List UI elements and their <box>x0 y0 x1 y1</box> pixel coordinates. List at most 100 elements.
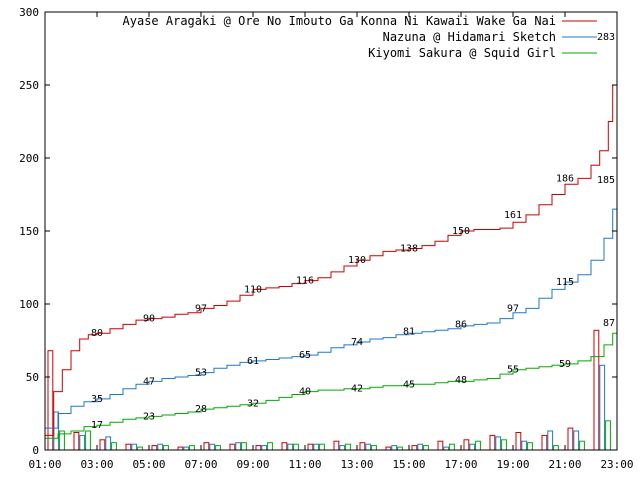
hourly-bar <box>267 442 273 451</box>
data-label: 53 <box>195 368 207 379</box>
data-label: 115 <box>556 277 574 288</box>
data-label: 80 <box>91 328 103 339</box>
hourly-bar <box>417 443 424 451</box>
data-label: 23 <box>143 411 155 422</box>
x-tick-label: 15:00 <box>392 458 425 471</box>
hourly-bar <box>79 434 86 451</box>
data-label: 283 <box>597 32 615 43</box>
x-tick-label: 13:00 <box>340 458 373 471</box>
data-label: 61 <box>247 356 259 367</box>
y-tick-label: 150 <box>19 225 39 238</box>
data-label: 55 <box>507 365 519 376</box>
hourly-bar <box>163 445 169 451</box>
x-tick-label: 07:00 <box>184 458 217 471</box>
hourly-bar <box>319 443 325 451</box>
data-label: 150 <box>452 226 470 237</box>
hourly-bar <box>151 445 158 451</box>
point-labels: 80 90 97 110 116 130 138 150 161 186 283 35 47 53 61 65… <box>91 32 615 431</box>
hourly-bar <box>111 442 117 451</box>
x-tick-label: 01:00 <box>28 458 61 471</box>
hourly-bar <box>423 445 429 451</box>
hourly-bar <box>215 445 221 451</box>
hourly-bar <box>437 440 444 451</box>
data-label: 28 <box>195 404 207 415</box>
hourly-bar <box>475 440 481 451</box>
legend-label: Kiyomi Sakura @ Squid Girl <box>368 46 556 60</box>
legend-label: Ayase Aragaki @ Ore No Imouto Ga Konna N… <box>123 14 556 28</box>
hourly-bar <box>411 445 418 451</box>
hourly-bar <box>99 439 106 451</box>
legend-label: Nazuna @ Hidamari Sketch <box>383 30 556 44</box>
y-tick-label: 0 <box>32 444 39 457</box>
hourly-bar <box>527 442 533 451</box>
data-label: 110 <box>244 284 262 295</box>
data-label: 97 <box>195 303 207 314</box>
x-tick-label: 23:00 <box>600 458 633 471</box>
y-tick-label: 50 <box>26 371 39 384</box>
data-label: 138 <box>400 244 418 255</box>
hourly-bar <box>359 442 366 451</box>
data-label: 130 <box>348 255 366 266</box>
x-tick-label: 03:00 <box>80 458 113 471</box>
data-label: 65 <box>299 350 311 361</box>
legend: Ayase Aragaki @ Ore No Imouto Ga Konna N… <box>123 14 597 60</box>
hourly-bar <box>515 432 522 451</box>
data-label: 81 <box>403 327 415 338</box>
hourly-bar <box>255 445 262 451</box>
series-line <box>45 36 618 436</box>
data-label: 87 <box>603 318 615 329</box>
hourly-bar <box>287 443 294 451</box>
hourly-bar <box>313 443 320 451</box>
hourly-bar <box>125 443 132 451</box>
hourly-bar <box>85 430 91 451</box>
data-label: 48 <box>455 375 467 386</box>
hourly-bar <box>345 443 351 451</box>
series-line <box>45 323 618 439</box>
x-tick-label: 19:00 <box>496 458 529 471</box>
hourly-bar <box>203 442 210 451</box>
data-label: 116 <box>296 276 314 287</box>
data-label: 17 <box>91 420 103 431</box>
hourly-bar <box>449 443 455 451</box>
data-label: 35 <box>91 394 103 405</box>
hourly-bar <box>339 445 346 451</box>
y-tick-label: 200 <box>19 152 39 165</box>
hourly-bar <box>599 364 606 451</box>
hourly-bar <box>521 440 528 451</box>
hourly-bar <box>105 436 112 451</box>
data-label: 59 <box>559 359 571 370</box>
data-label: 32 <box>247 398 259 409</box>
hourly-bar <box>131 443 138 451</box>
hourly-bar <box>593 329 600 451</box>
data-label: 47 <box>143 376 155 387</box>
series-line <box>45 179 618 429</box>
hourly-bar <box>189 445 195 451</box>
hourly-bar <box>157 443 164 451</box>
axes: 0 50 100 150 200 250 300 01:00 03:00 05:00 07:00 09… <box>19 6 633 471</box>
hourly-bar <box>463 439 470 451</box>
y-tick-label: 250 <box>19 79 39 92</box>
hourly-bar <box>333 440 340 451</box>
hourly-bar <box>579 440 585 451</box>
x-tick-label: 17:00 <box>444 458 477 471</box>
data-label: 97 <box>507 303 519 314</box>
x-tick-label: 11:00 <box>288 458 321 471</box>
data-label: 90 <box>143 314 155 325</box>
x-tick-label: 05:00 <box>132 458 165 471</box>
hourly-bar <box>541 434 548 451</box>
hourly-bar <box>391 445 398 451</box>
hourly-bar <box>293 443 299 451</box>
hourly-bar <box>241 442 247 451</box>
data-label: 186 <box>556 173 574 184</box>
y-tick-label: 100 <box>19 298 39 311</box>
hourly-bar <box>229 443 236 451</box>
hourly-bar <box>567 427 574 451</box>
data-label: 74 <box>351 337 363 348</box>
hourly-bar <box>605 420 611 451</box>
hourly-bar <box>73 432 80 451</box>
hourly-bar <box>495 436 502 451</box>
cumulative-lines <box>45 36 618 439</box>
data-label: 86 <box>455 319 467 330</box>
hourly-bar <box>209 443 216 451</box>
